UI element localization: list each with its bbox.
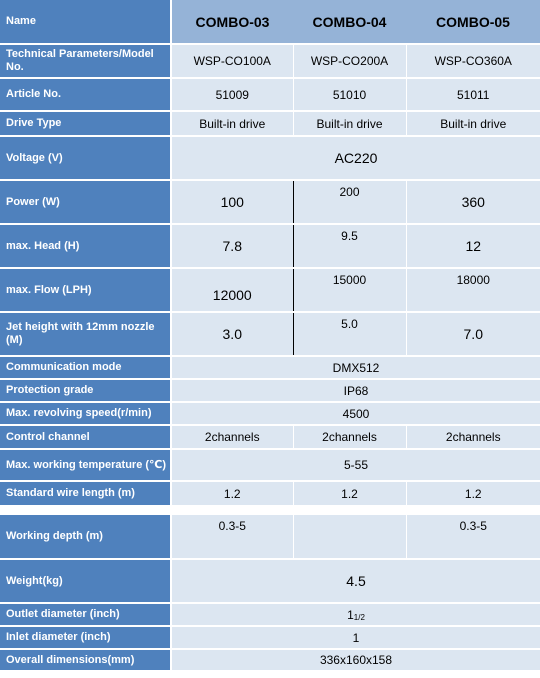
cell-value: 7.8 [170, 224, 293, 269]
row-label: Jet height with 12mm nozzle (M) [0, 312, 172, 357]
table-row: Power (W) 100 200 360 [0, 180, 540, 225]
section-gap [0, 506, 540, 515]
cell-value: WSP-CO200A [292, 44, 406, 79]
cell-value: 51011 [405, 78, 540, 112]
table-row: max. Flow (LPH) 12000 15000 18000 [0, 268, 540, 313]
model-header-combo-03: COMBO-03 [171, 0, 293, 45]
cell-value: 200 [292, 180, 406, 225]
table-row: Working depth (m) 0.3-5 0.3-5 [0, 515, 540, 560]
row-label: Technical Parameters/Model No. [0, 44, 172, 79]
table-row: Voltage (V) AC220 [0, 136, 540, 181]
table-row: Communication mode DMX512 [0, 356, 540, 380]
table-row: Outlet diameter (inch) 11/2 [0, 603, 540, 627]
outlet-value-fraction: 1/2 [353, 612, 365, 622]
row-label: Drive Type [0, 111, 172, 137]
table-row: Technical Parameters/Model No. WSP-CO100… [0, 44, 540, 79]
table-row: Overall dimensions(mm) 336x160x158 [0, 649, 540, 672]
row-label: max. Flow (LPH) [0, 268, 172, 313]
cell-value: 4.5 [170, 559, 540, 604]
cell-value: 7.0 [405, 312, 540, 357]
cell-value: 0.3-5 [170, 515, 293, 560]
row-label: Max. working temperature (℃) [0, 449, 172, 482]
cell-value: 360 [405, 180, 540, 225]
table-row: Protection grade IP68 [0, 379, 540, 403]
cell-value: 2channels [405, 425, 540, 450]
row-label: Protection grade [0, 379, 172, 403]
table-row: max. Head (H) 7.8 9.5 12 [0, 224, 540, 269]
cell-value: 5-55 [170, 449, 540, 482]
cell-value: WSP-CO100A [170, 44, 293, 79]
cell-value: IP68 [170, 379, 540, 403]
row-label: Control channel [0, 425, 172, 450]
row-label: Communication mode [0, 356, 172, 380]
cell-value: DMX512 [170, 356, 540, 380]
cell-value: 51010 [292, 78, 406, 112]
cell-value: 18000 [405, 268, 540, 313]
model-header-combo-04: COMBO-04 [293, 0, 406, 45]
row-label: Power (W) [0, 180, 172, 225]
table-header-row: Name COMBO-03 COMBO-04 COMBO-05 [0, 0, 540, 45]
row-label: Weight(kg) [0, 559, 172, 604]
row-label: max. Head (H) [0, 224, 172, 269]
cell-value: 15000 [292, 268, 406, 313]
table-row: Control channel 2channels 2channels 2cha… [0, 425, 540, 450]
cell-value: 2channels [292, 425, 406, 450]
table-row: Article No. 51009 51010 51011 [0, 78, 540, 112]
cell-value: 4500 [170, 402, 540, 426]
cell-value: 2channels [170, 425, 293, 450]
cell-value: WSP-CO360A [405, 44, 540, 79]
cell-value [292, 515, 406, 560]
cell-value: 51009 [170, 78, 293, 112]
cell-value: 9.5 [292, 224, 406, 269]
model-header-combo-05: COMBO-05 [406, 0, 540, 45]
cell-value: 1.2 [170, 481, 293, 507]
row-label: Voltage (V) [0, 136, 172, 181]
cell-value: Built-in drive [292, 111, 406, 137]
row-label: Standard wire length (m) [0, 481, 172, 507]
row-label: Inlet diameter (inch) [0, 626, 172, 650]
cell-value: 3.0 [170, 312, 293, 357]
cell-value: 5.0 [292, 312, 406, 357]
cell-value: Built-in drive [405, 111, 540, 137]
table-row: Standard wire length (m) 1.2 1.2 1.2 [0, 481, 540, 507]
row-label: Article No. [0, 78, 172, 112]
cell-value: 11/2 [170, 603, 540, 627]
cell-value: 12 [405, 224, 540, 269]
table-row: Jet height with 12mm nozzle (M) 3.0 5.0 … [0, 312, 540, 357]
cell-value: 1.2 [292, 481, 406, 507]
table-row: Weight(kg) 4.5 [0, 559, 540, 604]
cell-value: Built-in drive [170, 111, 293, 137]
table-row: Max. working temperature (℃) 5-55 [0, 449, 540, 482]
cell-value: AC220 [170, 136, 540, 181]
row-label: Overall dimensions(mm) [0, 649, 172, 672]
table-row: Inlet diameter (inch) 1 [0, 626, 540, 650]
cell-value: 100 [170, 180, 293, 225]
table-row: Max. revolving speed(r/min) 4500 [0, 402, 540, 426]
cell-value: 1.2 [405, 481, 540, 507]
table-row: Drive Type Built-in drive Built-in drive… [0, 111, 540, 137]
row-label: Working depth (m) [0, 515, 172, 560]
cell-value: 336x160x158 [170, 649, 540, 672]
cell-value: 0.3-5 [405, 515, 540, 560]
cell-value: 12000 [170, 268, 293, 313]
cell-value: 1 [170, 626, 540, 650]
name-header: Name [0, 0, 172, 45]
row-label: Outlet diameter (inch) [0, 603, 172, 627]
outlet-value-main: 1 [347, 607, 354, 622]
row-label: Max. revolving speed(r/min) [0, 402, 172, 426]
